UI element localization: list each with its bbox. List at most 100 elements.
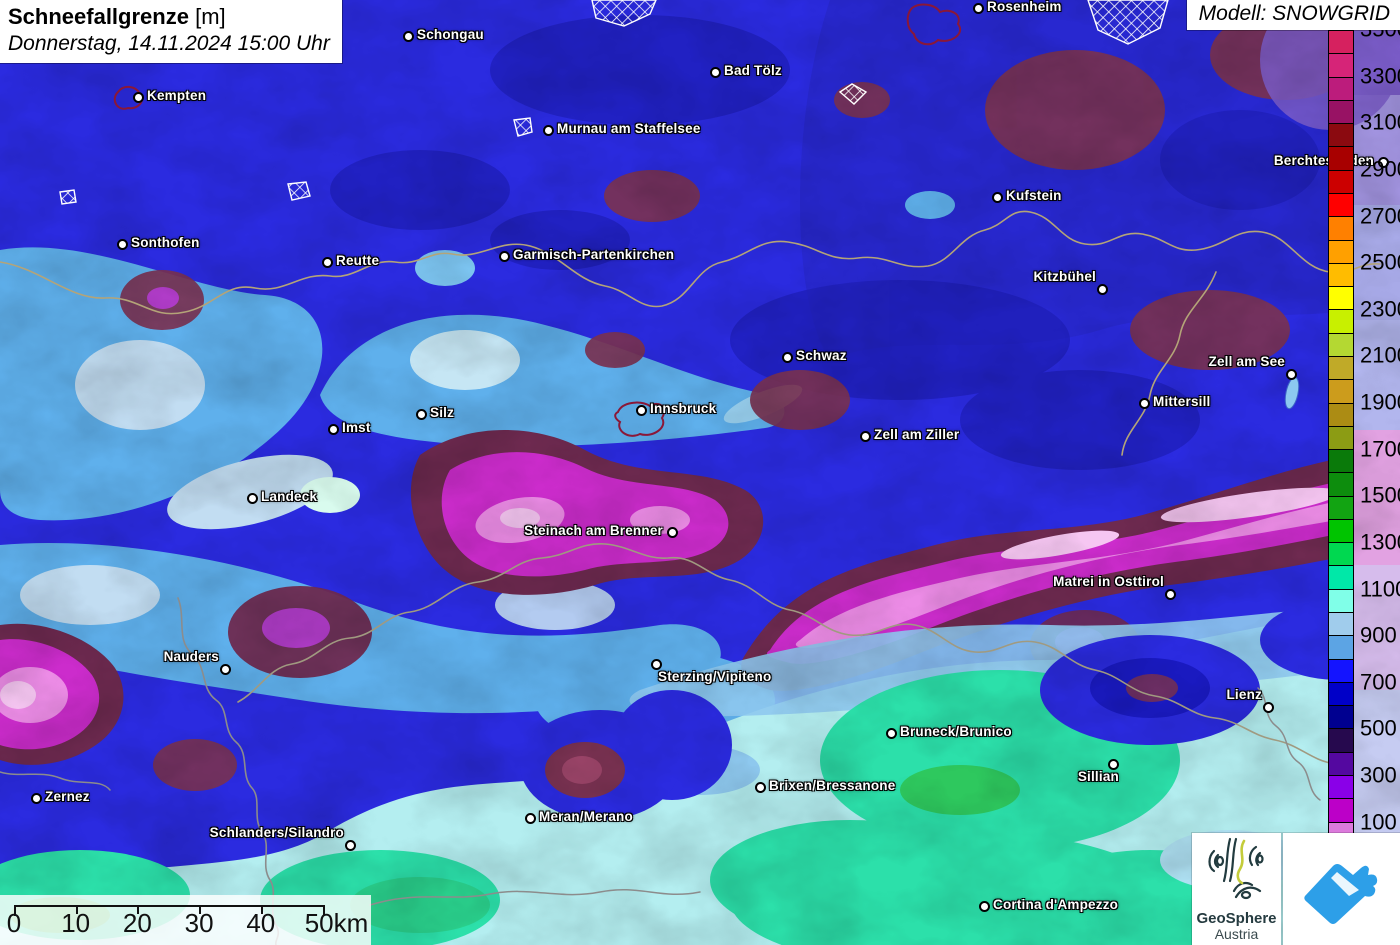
city-label: Silz xyxy=(430,405,455,420)
city-dot xyxy=(991,191,1003,203)
city-dot xyxy=(754,781,766,793)
city-dot xyxy=(542,124,554,136)
city-label: Brixen/Bressanone xyxy=(769,778,896,793)
scale-bar-number: 20 xyxy=(122,908,152,938)
city-label: Nauders xyxy=(163,649,219,664)
legend-tick-label: 700 xyxy=(1360,669,1397,695)
legend-tick-label: 1900 xyxy=(1360,389,1400,415)
legend-band xyxy=(1329,310,1353,334)
city-dot xyxy=(327,423,339,435)
city-label: Cortina d'Ampezzo xyxy=(993,897,1119,912)
legend-band xyxy=(1329,566,1353,590)
geosphere-country: Austria xyxy=(1214,926,1259,942)
legend-band xyxy=(1329,799,1353,823)
city-label: Rosenheim xyxy=(987,0,1062,14)
valid-time: Donnerstag, 14.11.2024 15:00 Uhr xyxy=(8,32,330,55)
city-dot xyxy=(524,812,536,824)
snowgrid-logo-box xyxy=(1283,833,1400,945)
city-dot xyxy=(402,30,414,42)
city-label: Kufstein xyxy=(1006,188,1062,203)
city-dot xyxy=(116,238,128,250)
city-label: Schlanders/Silandro xyxy=(209,825,344,840)
legend-tick-label: 900 xyxy=(1360,622,1397,648)
scale-bar-tick xyxy=(137,905,140,914)
scale-bar-line xyxy=(14,905,323,907)
legend-band xyxy=(1329,729,1353,753)
legend-tick-label: 3300 xyxy=(1360,63,1400,89)
city-dot xyxy=(30,792,42,804)
city-label: Reutte xyxy=(336,253,380,268)
legend-band xyxy=(1329,636,1353,660)
scale-bar-tick xyxy=(199,905,202,914)
legend-band xyxy=(1329,589,1353,614)
geosphere-name: GeoSphere xyxy=(1196,910,1277,927)
scale-bar-tick xyxy=(260,905,263,914)
legend-tick-label: 3100 xyxy=(1360,109,1400,135)
scale-bar-tick xyxy=(75,905,78,914)
legend-band xyxy=(1329,473,1353,497)
legend-band xyxy=(1329,240,1353,264)
geosphere-logo-icon xyxy=(1207,837,1264,900)
city-label: Kitzbühel xyxy=(1033,269,1096,284)
city-label: Sterzing/Vipiteno xyxy=(658,669,772,684)
city-dot xyxy=(635,404,647,416)
legend-band xyxy=(1329,31,1353,55)
legend-band xyxy=(1329,450,1353,474)
scale-bar-number: 50km xyxy=(304,908,369,938)
city-label: Landeck xyxy=(261,489,318,504)
legend-band xyxy=(1329,217,1353,241)
legend-tick-label: 1500 xyxy=(1360,482,1400,508)
legend-band xyxy=(1329,519,1353,544)
city-dot xyxy=(666,526,678,538)
legend-band xyxy=(1329,659,1353,683)
city-label: Imst xyxy=(342,420,371,435)
legend-tick-label: 300 xyxy=(1360,762,1397,788)
city-label: Bad Tölz xyxy=(724,63,782,78)
city-dot xyxy=(1138,397,1150,409)
legend-tick-label: 1700 xyxy=(1360,436,1400,462)
legend-band xyxy=(1329,124,1353,148)
city-label: Sonthofen xyxy=(131,235,200,250)
city-dot xyxy=(498,250,510,262)
city-label: Steinach am Brenner xyxy=(524,523,663,538)
city-dot xyxy=(1164,588,1176,600)
city-dot xyxy=(219,663,231,675)
city-dot xyxy=(1107,758,1119,770)
city-label: Schongau xyxy=(417,27,484,42)
city-dot xyxy=(1262,701,1274,713)
legend-band xyxy=(1329,77,1353,101)
city-dot xyxy=(344,839,356,851)
legend-tick-label: 2500 xyxy=(1360,249,1400,275)
city-label: Zell am See xyxy=(1208,354,1285,369)
city-label: Matrei in Osttirol xyxy=(1053,574,1164,589)
model-label: Modell: SNOWGRID xyxy=(1186,0,1400,30)
legend-band xyxy=(1329,682,1353,707)
legend-tick-label: 2900 xyxy=(1360,156,1400,182)
city-dot xyxy=(321,256,333,268)
city-dot xyxy=(978,900,990,912)
legend-band xyxy=(1329,613,1353,637)
geosphere-logo-box: GeoSphere Austria xyxy=(1192,833,1281,945)
legend-band xyxy=(1329,543,1353,567)
scale-bar-tick xyxy=(14,905,16,916)
city-label: Innsbruck xyxy=(650,401,717,416)
legend-tick-label: 2300 xyxy=(1360,296,1400,322)
city-dot xyxy=(246,492,258,504)
city-label: Schwaz xyxy=(796,348,847,363)
legend-band xyxy=(1329,752,1353,776)
scale-bar-number: 0 xyxy=(6,908,22,938)
city-label: Meran/Merano xyxy=(539,809,633,824)
city-dot xyxy=(132,91,144,103)
legend-tick-label: 100 xyxy=(1360,809,1397,835)
legend-band xyxy=(1329,287,1353,311)
product-unit: [m] xyxy=(195,4,226,29)
legend-band xyxy=(1329,263,1353,288)
city-label: Mittersill xyxy=(1153,394,1211,409)
legend-tick-label: 1300 xyxy=(1360,529,1400,555)
legend-bar xyxy=(1328,30,1354,846)
legend-band xyxy=(1329,356,1353,381)
legend-tick-label: 2100 xyxy=(1360,342,1400,368)
city-dot xyxy=(885,727,897,739)
